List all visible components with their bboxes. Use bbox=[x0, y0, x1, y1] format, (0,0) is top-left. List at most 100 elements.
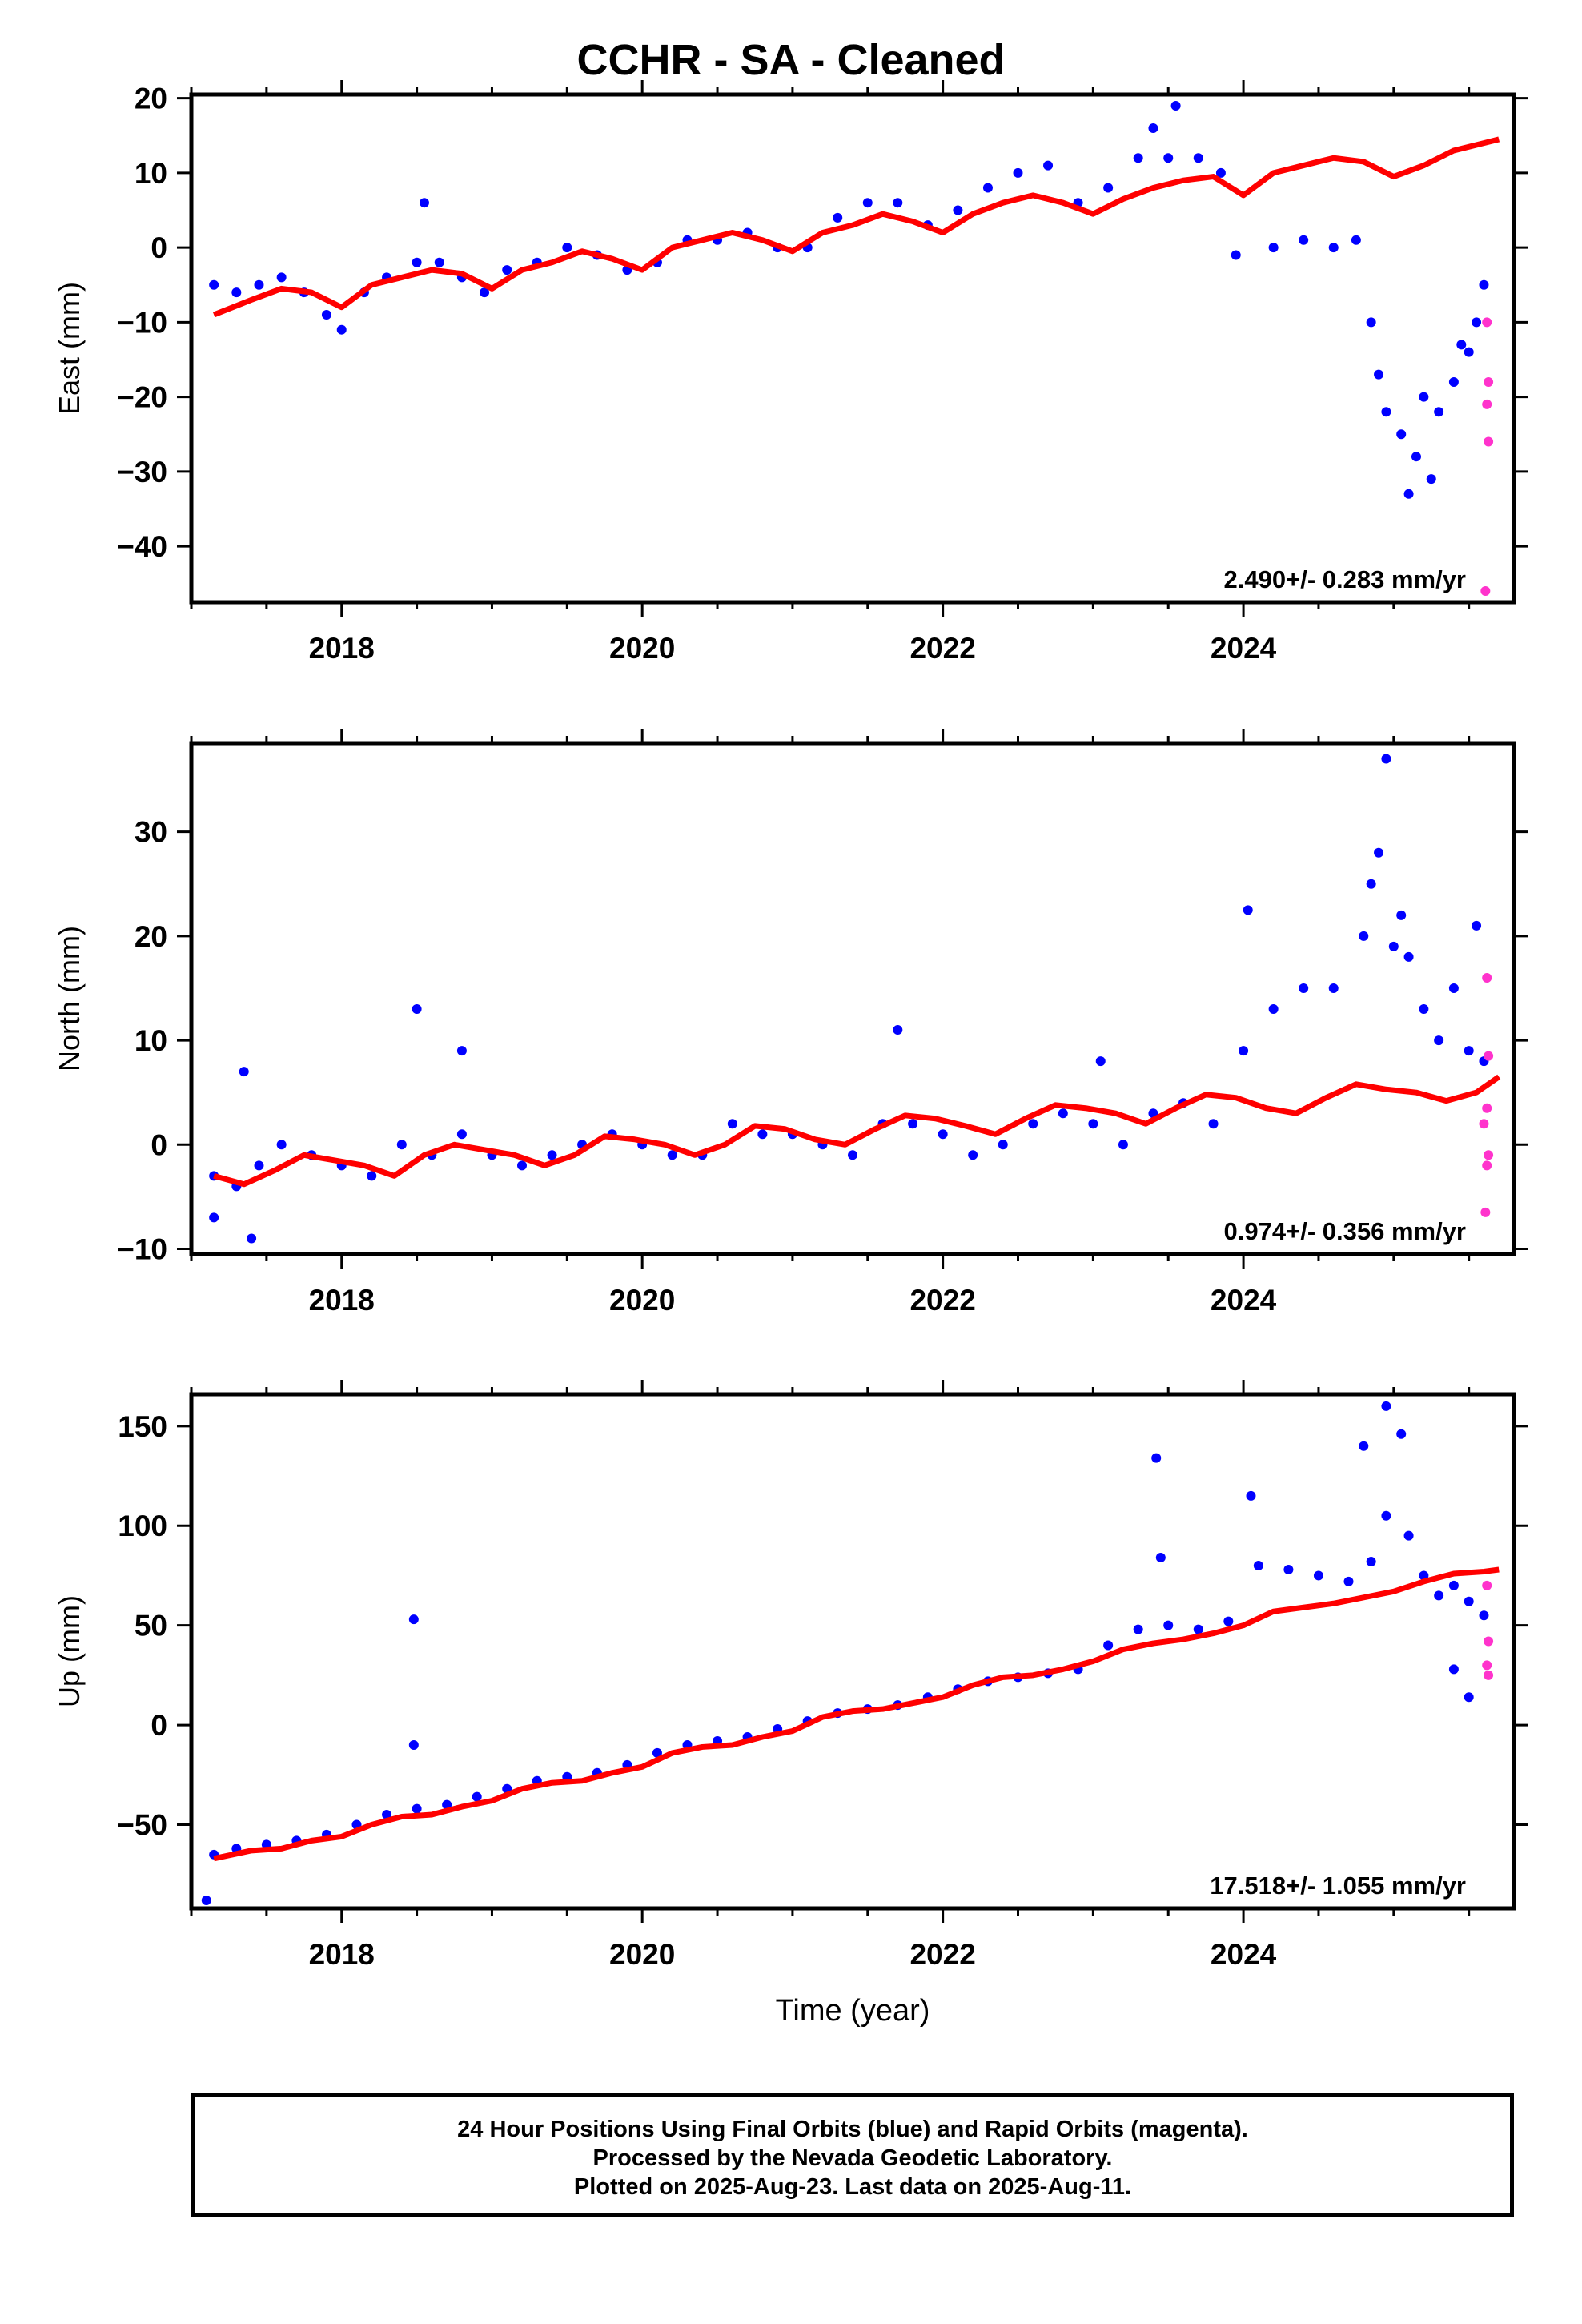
east-y-tick-label: −10 bbox=[117, 306, 167, 339]
east-y-tick-label: 0 bbox=[151, 231, 167, 264]
up-model-line bbox=[213, 1566, 1500, 1862]
north-rapid-point bbox=[1482, 1160, 1492, 1171]
up-y-tick-label: 50 bbox=[135, 1610, 167, 1642]
north-final-point bbox=[1028, 1119, 1038, 1129]
east-final-point bbox=[1456, 340, 1467, 350]
up-y-axis-label: Up (mm) bbox=[53, 1595, 86, 1707]
up-rapid-point bbox=[1482, 1580, 1492, 1590]
north-final-point bbox=[1472, 920, 1482, 931]
north-final-point bbox=[517, 1160, 527, 1171]
north-final-point bbox=[757, 1129, 768, 1140]
north-final-point bbox=[547, 1150, 557, 1160]
up-final-point bbox=[1419, 1570, 1429, 1581]
up-final-point bbox=[1133, 1624, 1143, 1634]
east-final-point bbox=[1163, 153, 1174, 163]
east-final-point bbox=[1268, 243, 1279, 253]
north-final-point bbox=[1381, 754, 1391, 764]
north-rapid-point bbox=[1480, 1207, 1491, 1217]
north-rate-label: 0.974+/- 0.356 mm/yr bbox=[1224, 1217, 1466, 1245]
up-final-point bbox=[472, 1791, 482, 1802]
up-final-point bbox=[1464, 1692, 1474, 1703]
north-final-point bbox=[1396, 910, 1407, 920]
north-final-point bbox=[1239, 1046, 1249, 1056]
up-final-point bbox=[442, 1799, 452, 1810]
north-final-point bbox=[968, 1150, 978, 1160]
east-final-point bbox=[1215, 167, 1226, 178]
east-final-point bbox=[276, 272, 287, 283]
north-final-point bbox=[396, 1140, 407, 1150]
east-final-point bbox=[953, 205, 963, 215]
east-final-point bbox=[1013, 167, 1023, 178]
up-final-point bbox=[201, 1896, 211, 1906]
up-plot-area bbox=[201, 1401, 1500, 1906]
east-final-point bbox=[1351, 235, 1361, 245]
east-final-point bbox=[1328, 243, 1339, 253]
footer-line-2: Processed by the Nevada Geodetic Laborat… bbox=[592, 2145, 1113, 2171]
up-final-point bbox=[1396, 1429, 1407, 1439]
east-rate-label: 2.490+/- 0.283 mm/yr bbox=[1224, 565, 1466, 593]
north-rapid-point bbox=[1482, 1103, 1492, 1113]
east-final-point bbox=[1231, 250, 1241, 260]
north-final-point bbox=[254, 1160, 264, 1171]
east-final-point bbox=[1479, 279, 1489, 290]
east-final-point bbox=[1381, 407, 1391, 417]
up-y-tick-label: 0 bbox=[151, 1709, 167, 1742]
east-final-point bbox=[1043, 160, 1054, 171]
east-final-point bbox=[419, 198, 429, 208]
footer-line-3: Plotted on 2025-Aug-23. Last data on 202… bbox=[573, 2174, 1132, 2200]
north-final-point bbox=[1208, 1119, 1219, 1129]
east-y-tick-label: 10 bbox=[135, 157, 167, 190]
east-final-point bbox=[562, 243, 572, 253]
east-model-line bbox=[212, 136, 1500, 318]
page-title: CCHR - SA - Cleaned bbox=[576, 36, 1006, 84]
up-final-point bbox=[1479, 1610, 1489, 1621]
east-final-point bbox=[434, 257, 444, 267]
east-final-point bbox=[1411, 452, 1421, 462]
east-final-point bbox=[321, 310, 331, 320]
east-final-point bbox=[1448, 376, 1459, 387]
east-x-tick-label: 2020 bbox=[609, 632, 675, 665]
up-final-point bbox=[652, 1747, 662, 1758]
north-final-point bbox=[367, 1171, 377, 1181]
east-final-point bbox=[1396, 429, 1407, 440]
north-y-tick-label: 10 bbox=[135, 1024, 167, 1057]
east-rapid-point bbox=[1484, 376, 1494, 387]
up-final-point bbox=[1448, 1664, 1459, 1675]
north-final-point bbox=[1088, 1119, 1098, 1129]
north-final-point bbox=[1374, 847, 1384, 858]
north-final-point bbox=[908, 1119, 918, 1129]
east-final-point bbox=[1133, 153, 1143, 163]
east-final-point bbox=[209, 279, 219, 290]
north-final-point bbox=[1448, 983, 1459, 993]
east-y-tick-label: 20 bbox=[135, 82, 167, 115]
up-final-point bbox=[1223, 1616, 1234, 1626]
up-final-point bbox=[1103, 1640, 1114, 1651]
north-final-point bbox=[998, 1140, 1008, 1150]
east-final-point bbox=[336, 324, 347, 335]
north-final-point bbox=[1403, 951, 1414, 962]
footer-line-1: 24 Hour Positions Using Final Orbits (bl… bbox=[457, 2117, 1248, 2142]
east-final-point bbox=[1426, 474, 1436, 485]
north-final-point bbox=[1058, 1108, 1068, 1119]
north-final-point bbox=[1366, 879, 1376, 889]
up-final-point bbox=[1366, 1557, 1376, 1567]
up-y-tick-label: 100 bbox=[118, 1510, 167, 1542]
north-rapid-point bbox=[1484, 1051, 1494, 1061]
east-final-point bbox=[1472, 317, 1482, 328]
up-final-point bbox=[1434, 1590, 1444, 1601]
up-x-tick-label: 2022 bbox=[909, 1938, 975, 1971]
east-x-tick-label: 2022 bbox=[909, 632, 975, 665]
north-model-line bbox=[213, 1074, 1501, 1188]
east-final-point bbox=[1403, 489, 1414, 499]
north-final-point bbox=[1464, 1046, 1474, 1056]
up-rate-label: 17.518+/- 1.055 mm/yr bbox=[1210, 1872, 1466, 1900]
up-final-point bbox=[408, 1614, 419, 1625]
north-final-point bbox=[276, 1140, 287, 1150]
up-final-point bbox=[408, 1739, 419, 1750]
x-axis-label: Time (year) bbox=[776, 1994, 930, 2028]
up-final-point bbox=[1381, 1401, 1391, 1411]
north-x-tick-label: 2022 bbox=[909, 1284, 975, 1317]
north-y-tick-label: 30 bbox=[135, 816, 167, 849]
north-x-tick-label: 2024 bbox=[1211, 1284, 1277, 1317]
north-rapid-point bbox=[1482, 972, 1492, 983]
